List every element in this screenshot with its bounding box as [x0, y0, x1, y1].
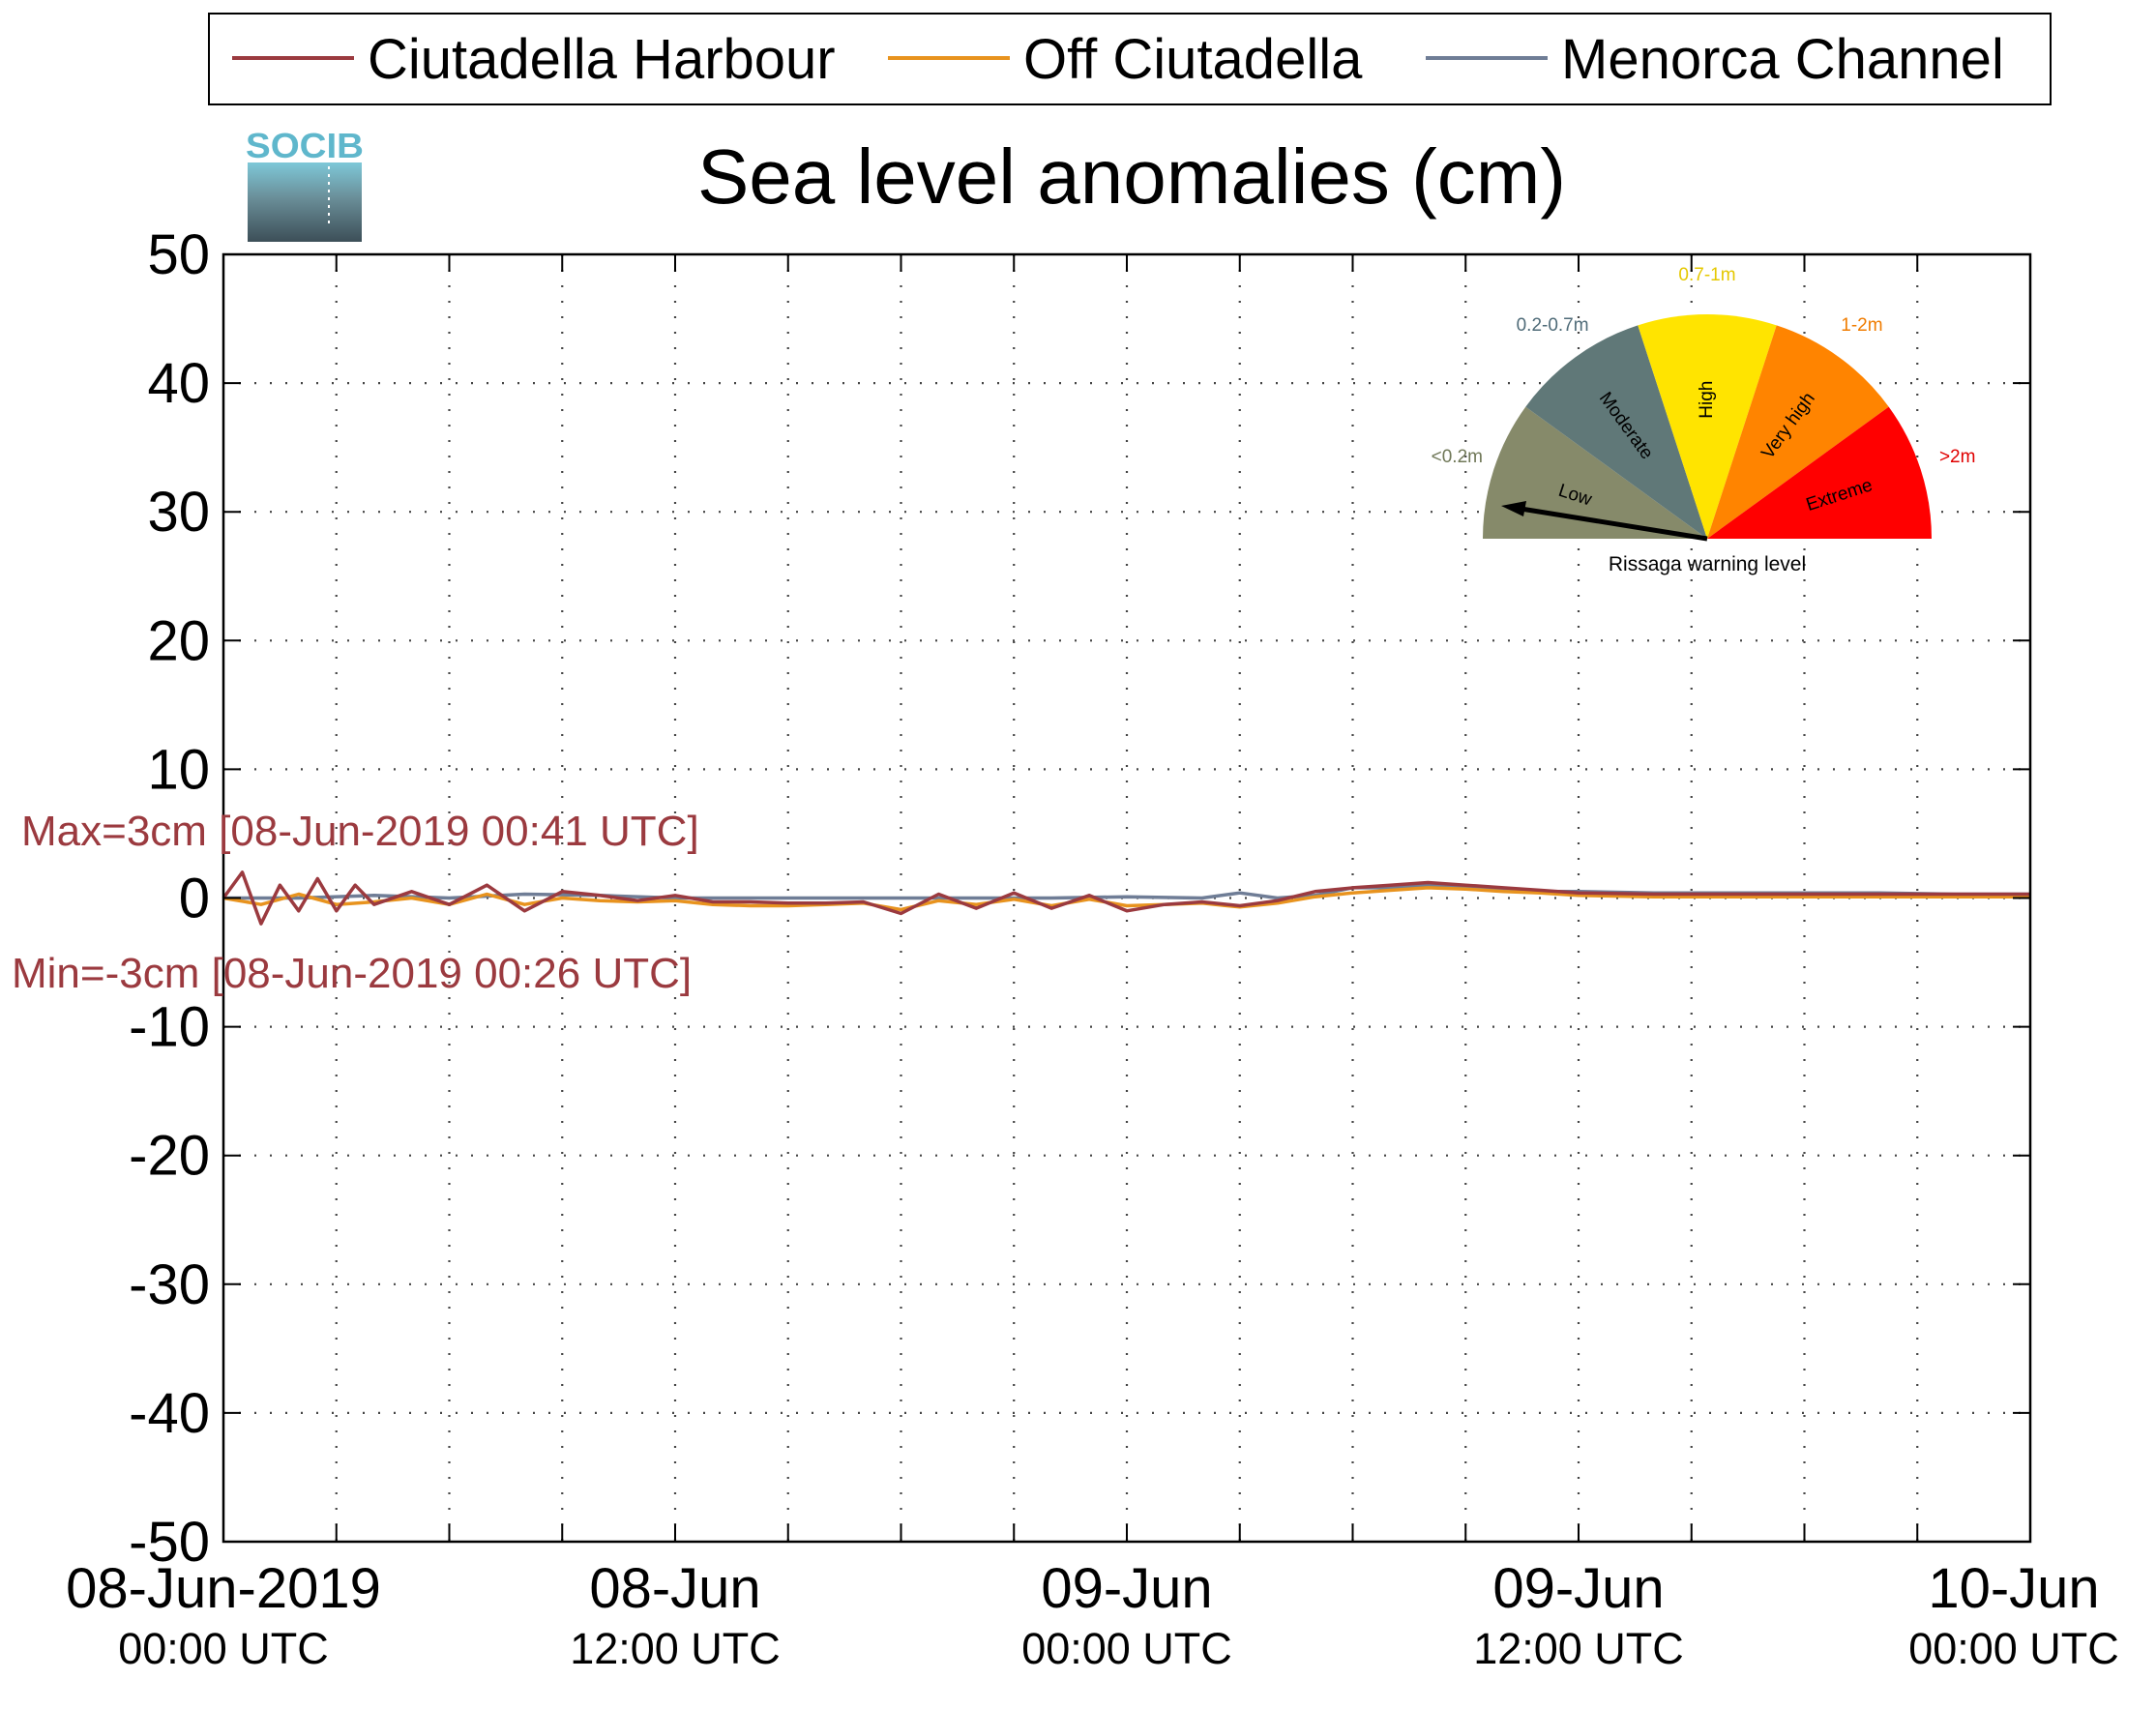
x-tick-time-label: 00:00 UTC [118, 1624, 329, 1673]
legend-label-menorca-channel: Menorca Channel [1561, 28, 2004, 91]
gauge-needle-head [1501, 501, 1526, 516]
gauge-caption: Rissaga warning level [1609, 553, 1806, 575]
gauge-range-label-extreme: >2m [1939, 447, 1976, 467]
y-tick-label: 20 [147, 609, 210, 672]
legend-label-off-ciutadella: Off Ciutadella [1023, 28, 1363, 91]
x-tick-time-label: 00:00 UTC [1908, 1624, 2119, 1673]
x-tick-date-label: 08-Jun-2019 [66, 1557, 381, 1620]
x-tick-date-label: 09-Jun [1492, 1557, 1664, 1620]
legend-box [208, 13, 2052, 105]
y-tick-label: -20 [129, 1125, 210, 1188]
legend-label-ciutadella-harbour: Ciutadella Harbour [368, 28, 836, 91]
legend: Ciutadella Harbour Off Ciutadella Menorc… [208, 13, 2052, 105]
gauge-range-label-low: <0.2m [1432, 447, 1483, 467]
gauge-range-label-high: 0.7-1m [1678, 265, 1735, 285]
y-tick-label: 50 [147, 223, 210, 286]
logo-block [248, 162, 362, 242]
x-tick-date-label: 09-Jun [1041, 1557, 1212, 1620]
x-tick-date-label: 10-Jun [1928, 1557, 2099, 1620]
gauge-segment-extreme [1707, 406, 1932, 539]
y-tick-label: -10 [129, 996, 210, 1059]
x-tick-time-label: 12:00 UTC [1473, 1624, 1684, 1673]
y-tick-label: 0 [179, 868, 210, 930]
axis-ticks [223, 254, 2030, 1542]
x-tick-date-label: 08-Jun [589, 1557, 760, 1620]
y-tick-labels: 50 40 30 20 10 0 -10 -20 -30 -40 -50 [129, 223, 210, 1574]
y-tick-label: -40 [129, 1382, 210, 1445]
max-annotation: Max=3cm [08-Jun-2019 00:41 UTC] [21, 808, 699, 855]
gauge-range-label-very-high: 1-2m [1841, 315, 1882, 336]
y-tick-label: -50 [129, 1511, 210, 1574]
logo-text: SOCIB [246, 126, 364, 165]
gauge-segment-label-high: High [1697, 381, 1717, 419]
x-tick-time-label: 12:00 UTC [570, 1624, 781, 1673]
y-tick-label: 30 [147, 481, 210, 544]
y-tick-label: 40 [147, 352, 210, 415]
gauge-range-label-moderate: 0.2-0.7m [1517, 315, 1589, 336]
series-lines [222, 870, 2030, 926]
gauge-segment-high [1638, 314, 1777, 539]
chart-title: Sea level anomalies (cm) [697, 133, 1566, 220]
gauge-needle [1508, 504, 1708, 542]
gauge-segment-moderate [1525, 325, 1707, 539]
gauge-segment-low [1483, 406, 1707, 539]
min-annotation: Min=-3cm [08-Jun-2019 00:26 UTC] [12, 950, 692, 997]
y-tick-label: 10 [147, 738, 210, 801]
socib-logo: SOCIB [246, 126, 364, 242]
series-line-ciutadella-harbour [222, 870, 2030, 926]
gauge-segments [1483, 314, 1932, 539]
x-tick-time-label: 00:00 UTC [1021, 1624, 1232, 1673]
gauge-segment-very-high [1707, 325, 1889, 539]
y-tick-label: -30 [129, 1253, 210, 1316]
series-line-off-ciutadella [222, 886, 2030, 912]
